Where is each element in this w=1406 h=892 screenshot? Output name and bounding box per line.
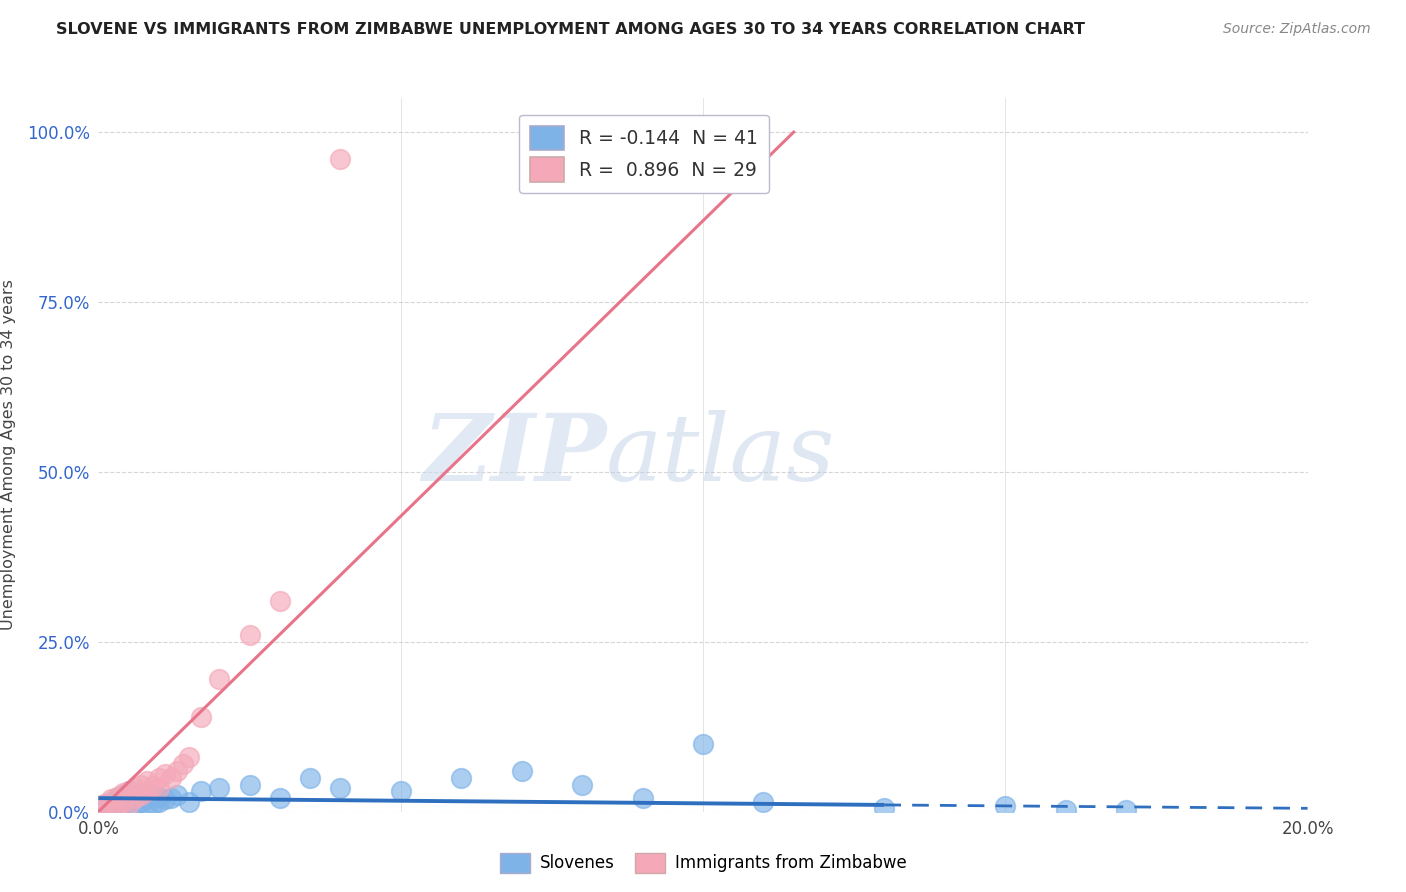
Point: [129, 795, 152, 809]
Point: [93, 801, 115, 815]
Legend: R = -0.144  N = 41, R =  0.896  N = 29: R = -0.144 N = 41, R = 0.896 N = 29: [519, 115, 769, 193]
Point: [124, 789, 146, 804]
Point: [873, 801, 896, 815]
Point: [153, 767, 176, 781]
Point: [105, 799, 128, 814]
Point: [208, 672, 231, 686]
Point: [118, 784, 141, 798]
Point: [118, 784, 141, 798]
Point: [142, 779, 165, 793]
Point: [100, 792, 122, 806]
Point: [329, 780, 352, 795]
Point: [129, 788, 152, 802]
Point: [571, 778, 593, 792]
Point: [389, 784, 412, 798]
Text: atlas: atlas: [606, 410, 835, 500]
Point: [93, 797, 115, 811]
Point: [329, 153, 352, 167]
Point: [166, 764, 188, 778]
Point: [631, 791, 654, 805]
Point: [994, 799, 1017, 814]
Point: [153, 792, 176, 806]
Point: [148, 771, 170, 785]
Point: [190, 709, 212, 723]
Point: [135, 784, 157, 798]
Y-axis label: Unemployment Among Ages 30 to 34 years: Unemployment Among Ages 30 to 34 years: [1, 279, 15, 631]
Point: [450, 771, 472, 785]
Point: [142, 797, 165, 811]
Point: [105, 789, 128, 804]
Point: [269, 791, 291, 805]
Point: [1054, 803, 1077, 817]
Point: [118, 797, 141, 811]
Point: [142, 788, 165, 802]
Point: [124, 780, 146, 795]
Point: [160, 791, 183, 805]
Point: [135, 791, 157, 805]
Point: [135, 797, 157, 812]
Point: [179, 750, 201, 764]
Point: [239, 628, 262, 642]
Point: [160, 771, 183, 785]
Point: [179, 795, 201, 809]
Point: [510, 764, 533, 778]
Point: [190, 784, 212, 798]
Point: [148, 780, 170, 795]
Point: [111, 795, 134, 809]
Point: [692, 737, 714, 751]
Point: [299, 771, 322, 785]
Point: [100, 799, 122, 814]
Point: [208, 780, 231, 795]
Point: [129, 778, 152, 792]
Point: [1115, 803, 1137, 817]
Point: [166, 788, 188, 802]
Text: SLOVENE VS IMMIGRANTS FROM ZIMBABWE UNEMPLOYMENT AMONG AGES 30 TO 34 YEARS CORRE: SLOVENE VS IMMIGRANTS FROM ZIMBABWE UNEM…: [56, 22, 1085, 37]
Point: [239, 778, 262, 792]
Point: [118, 797, 141, 812]
Point: [105, 791, 128, 805]
Point: [105, 797, 128, 812]
Point: [100, 795, 122, 809]
Point: [269, 594, 291, 608]
Point: [129, 786, 152, 800]
Text: Source: ZipAtlas.com: Source: ZipAtlas.com: [1223, 22, 1371, 37]
Legend: Slovenes, Immigrants from Zimbabwe: Slovenes, Immigrants from Zimbabwe: [494, 847, 912, 880]
Text: ZIP: ZIP: [422, 410, 606, 500]
Point: [111, 788, 134, 802]
Point: [111, 786, 134, 800]
Point: [93, 797, 115, 812]
Point: [135, 774, 157, 789]
Point: [752, 795, 775, 809]
Point: [172, 757, 194, 772]
Point: [124, 799, 146, 814]
Point: [118, 792, 141, 806]
Point: [148, 795, 170, 809]
Point: [111, 797, 134, 811]
Point: [148, 789, 170, 804]
Point: [100, 801, 122, 815]
Point: [124, 791, 146, 805]
